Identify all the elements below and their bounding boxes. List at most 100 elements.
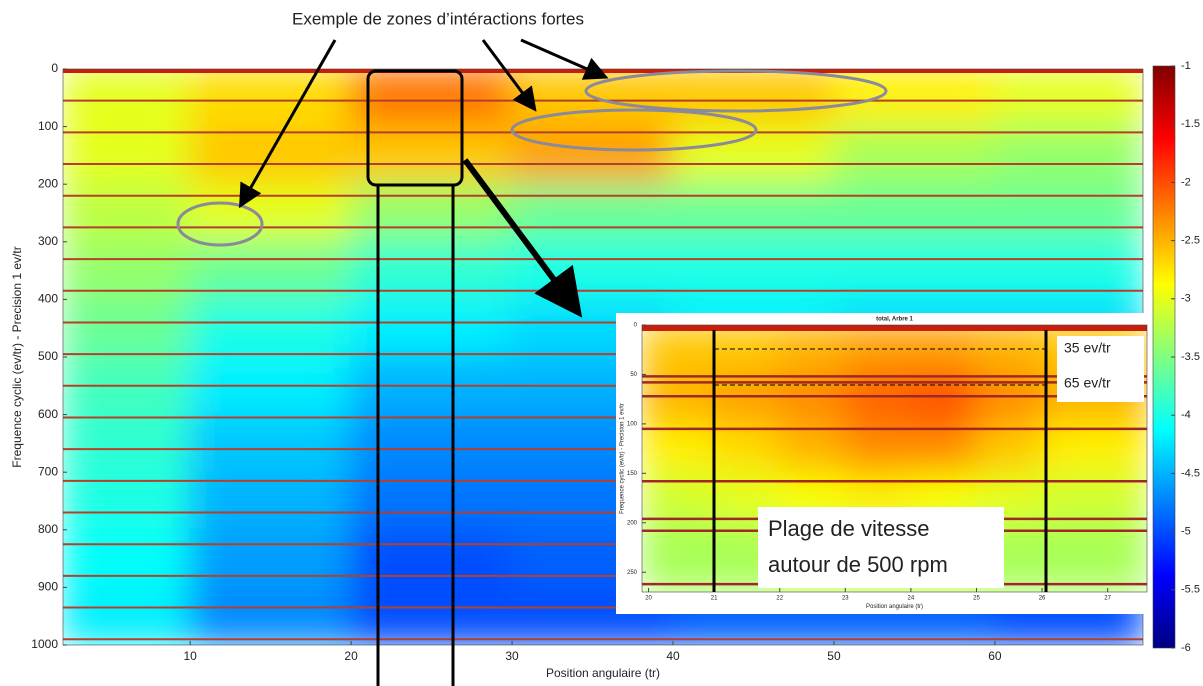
- heat-cell: [672, 183, 835, 243]
- heat-cell: [189, 413, 353, 474]
- heat-cell: [63, 298, 192, 358]
- note-line: Plage de vitesse: [768, 516, 929, 541]
- colorbar-tick-label: -1: [1181, 60, 1191, 72]
- heat-cell: [909, 422, 978, 475]
- heat-cell: [832, 125, 996, 186]
- heat-cell: [350, 528, 514, 589]
- heat-cell: [713, 422, 781, 475]
- heat-cell: [1041, 422, 1147, 475]
- heat-cell: [672, 69, 835, 128]
- y-tick-label: 900: [38, 580, 58, 594]
- chart-title: total, Arbre 1: [876, 317, 913, 323]
- y-axis-label: Frequence cyclic (ev/tr) - Precision 1 e…: [620, 403, 626, 514]
- x-tick-label: 22: [776, 596, 783, 602]
- colorbar-tick-label: -2.5: [1181, 235, 1200, 247]
- colorbar-tick-label: -4: [1181, 409, 1191, 421]
- heat-cell: [778, 422, 847, 475]
- heat-cell: [511, 125, 675, 186]
- heat-cell: [350, 413, 514, 474]
- heat-cell: [63, 586, 192, 645]
- y-tick-label: 600: [38, 407, 58, 421]
- x-tick-label: 27: [1104, 596, 1111, 602]
- heat-cell: [350, 69, 514, 128]
- heat-cell: [350, 586, 514, 645]
- y-tick-label: 1000: [31, 637, 58, 651]
- heat-cell: [844, 422, 912, 475]
- x-tick-label: 40: [666, 649, 680, 663]
- x-tick-label: 21: [711, 596, 718, 602]
- heat-cell: [993, 183, 1143, 243]
- heat-cell: [993, 125, 1143, 186]
- level-label: 35 ev/tr: [1064, 340, 1111, 356]
- x-tick-label: 50: [827, 649, 841, 663]
- x-tick-label: 26: [1039, 596, 1046, 602]
- y-tick-label: 700: [38, 464, 58, 478]
- x-tick-label: 20: [645, 596, 652, 602]
- x-tick-label: 60: [988, 649, 1002, 663]
- x-tick-label: 25: [973, 596, 980, 602]
- colorbar-tick-label: -2: [1181, 176, 1191, 188]
- level-label: 65 ev/tr: [1064, 375, 1111, 391]
- heat-cell: [844, 325, 912, 376]
- colorbar-tick-label: -6: [1181, 642, 1191, 654]
- y-tick-label: 200: [38, 176, 58, 190]
- heat-cell: [189, 298, 353, 358]
- colorbar-tick-label: -5: [1181, 526, 1191, 538]
- heat-cell: [63, 69, 192, 128]
- x-axis-label: Position angulaire (tr): [866, 604, 923, 610]
- colorbar-tick-label: -1.5: [1181, 118, 1200, 130]
- colorbar-tick-label: -5.5: [1181, 584, 1200, 596]
- y-axis-label: Frequence cyclic (ev/tr) - Precision 1 e…: [10, 246, 24, 467]
- y-tick-label: 50: [630, 372, 637, 378]
- heat-cell: [63, 125, 192, 186]
- y-tick-label: 100: [627, 421, 638, 427]
- heat-cell: [832, 183, 996, 243]
- heat-cell: [642, 521, 716, 592]
- heat-cell: [63, 183, 192, 243]
- heat-cell: [63, 528, 192, 589]
- x-tick-label: 10: [183, 649, 197, 663]
- heat-cell: [909, 325, 978, 376]
- heat-cell: [642, 325, 716, 376]
- note-line: autour de 500 rpm: [768, 552, 948, 577]
- colorbar-tick-label: -3.5: [1181, 351, 1200, 363]
- y-tick-label: 300: [38, 234, 58, 248]
- top-band: [642, 325, 1147, 331]
- heat-cell: [63, 413, 192, 474]
- heat-cell: [350, 125, 514, 186]
- y-tick-label: 250: [627, 570, 638, 576]
- heat-cell: [1041, 521, 1147, 592]
- x-tick-label: 20: [344, 649, 358, 663]
- heat-cell: [975, 422, 1044, 475]
- colorbar-tick-label: -4.5: [1181, 467, 1200, 479]
- heat-cell: [713, 325, 781, 376]
- heat-cell: [993, 69, 1143, 128]
- heat-cell: [642, 422, 716, 475]
- y-tick-label: 200: [627, 520, 638, 526]
- heat-cell: [189, 69, 353, 128]
- heat-cell: [189, 528, 353, 589]
- x-tick-label: 23: [842, 596, 849, 602]
- top-band: [63, 69, 1143, 73]
- heat-cell: [189, 586, 353, 645]
- x-tick-label: 30: [505, 649, 519, 663]
- heat-cell: [189, 183, 353, 243]
- annotation-title: Exemple de zones d’intéractions fortes: [292, 9, 584, 28]
- plot-frame: [641, 324, 1148, 593]
- y-tick-label: 0: [634, 323, 638, 329]
- heat-cell: [975, 325, 1044, 376]
- annotations: Exemple de zones d’intéractions fortes: [176, 9, 888, 686]
- heat-cell: [832, 69, 996, 128]
- x-axis-label: Position angulaire (tr): [546, 666, 660, 680]
- y-tick-label: 500: [38, 349, 58, 363]
- y-tick-label: 0: [51, 61, 58, 75]
- heat-cell: [511, 183, 675, 243]
- x-tick-label: 24: [908, 596, 915, 602]
- y-tick-label: 150: [627, 471, 638, 477]
- y-tick-label: 400: [38, 292, 58, 306]
- heat-cell: [350, 298, 514, 358]
- y-tick-label: 800: [38, 522, 58, 536]
- inset-annotations: [712, 330, 1144, 592]
- colorbar-tick-label: -3: [1181, 293, 1191, 305]
